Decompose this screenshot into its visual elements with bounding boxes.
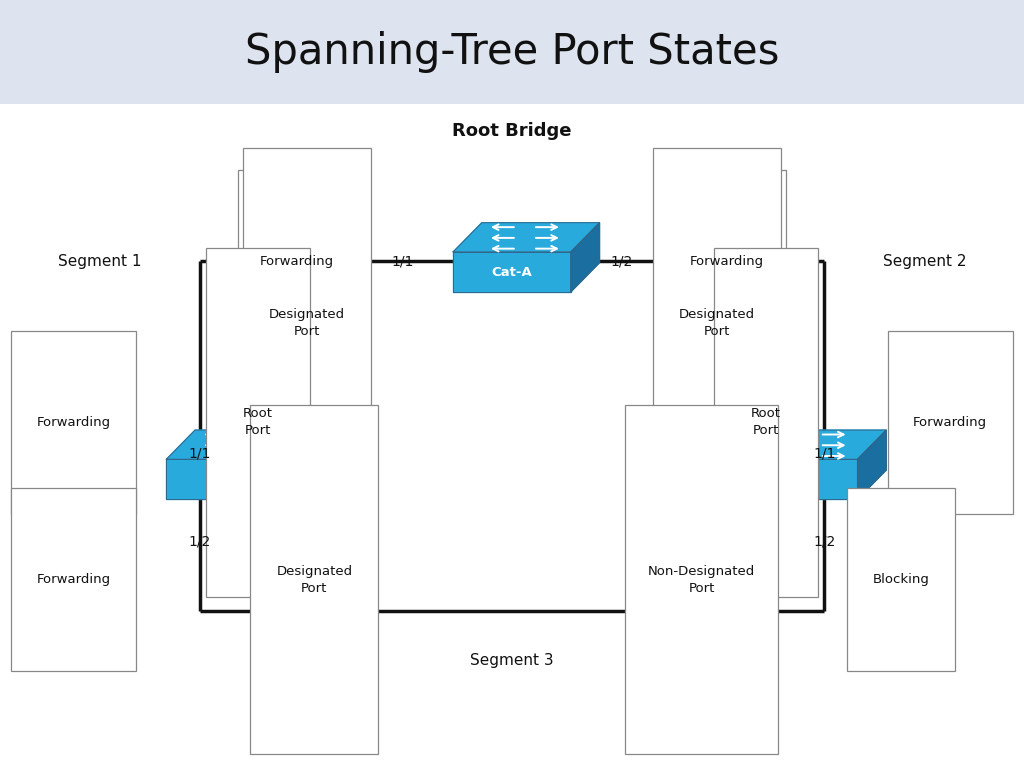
Text: Root
Port: Root Port (243, 407, 273, 438)
Text: Segment 3: Segment 3 (470, 653, 554, 668)
Text: Segment 2: Segment 2 (883, 253, 967, 269)
Text: 1/1: 1/1 (188, 446, 211, 460)
Text: Designated
Port: Designated Port (679, 307, 755, 338)
FancyBboxPatch shape (668, 170, 786, 353)
Text: Forwarding: Forwarding (913, 416, 987, 429)
Polygon shape (285, 430, 313, 499)
Polygon shape (453, 252, 571, 292)
Text: 1/1: 1/1 (813, 446, 836, 460)
Polygon shape (858, 430, 887, 499)
FancyBboxPatch shape (714, 248, 818, 597)
Polygon shape (571, 223, 600, 292)
Text: Forwarding: Forwarding (37, 574, 111, 586)
Polygon shape (739, 459, 858, 499)
Text: Root Bridge: Root Bridge (453, 121, 571, 140)
FancyBboxPatch shape (848, 488, 954, 671)
FancyBboxPatch shape (0, 0, 1024, 104)
Polygon shape (166, 459, 285, 499)
Polygon shape (166, 430, 313, 459)
Text: Segment 1: Segment 1 (57, 253, 141, 269)
Text: Forwarding: Forwarding (37, 416, 111, 429)
Text: 1/1: 1/1 (391, 254, 414, 268)
Text: Non-Designated
Port: Non-Designated Port (648, 564, 755, 595)
Polygon shape (739, 430, 887, 459)
Text: Cat-B: Cat-B (205, 474, 246, 487)
FancyBboxPatch shape (625, 406, 778, 754)
FancyBboxPatch shape (11, 488, 136, 671)
FancyBboxPatch shape (238, 170, 356, 353)
Text: 1/2: 1/2 (188, 535, 211, 548)
FancyBboxPatch shape (653, 148, 780, 497)
Text: Designated
Port: Designated Port (276, 564, 352, 595)
Text: Cat-A: Cat-A (492, 266, 532, 280)
FancyBboxPatch shape (11, 331, 136, 514)
FancyBboxPatch shape (244, 148, 371, 497)
FancyBboxPatch shape (888, 331, 1013, 514)
FancyBboxPatch shape (206, 248, 310, 597)
Text: 1/2: 1/2 (813, 535, 836, 548)
Text: Cat-C: Cat-C (778, 474, 819, 487)
FancyBboxPatch shape (250, 406, 379, 754)
Text: Root
Port: Root Port (751, 407, 781, 438)
Text: Blocking: Blocking (872, 574, 930, 586)
Text: Forwarding: Forwarding (260, 255, 334, 267)
Text: 1/2: 1/2 (610, 254, 633, 268)
Polygon shape (453, 223, 600, 252)
Text: Designated
Port: Designated Port (269, 307, 345, 338)
Text: Forwarding: Forwarding (690, 255, 764, 267)
Text: Spanning-Tree Port States: Spanning-Tree Port States (245, 31, 779, 73)
